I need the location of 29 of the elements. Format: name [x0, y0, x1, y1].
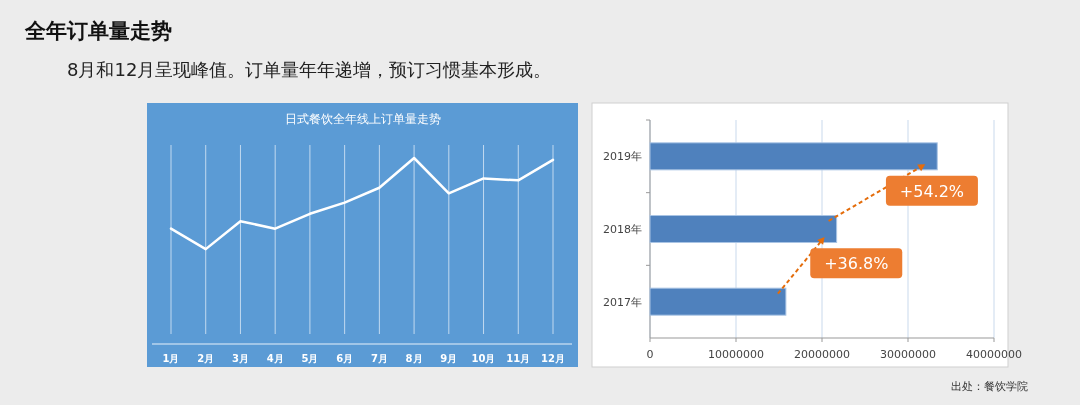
y-tick-label: 2019年: [603, 150, 642, 164]
text: 出处：餐饮学院: [951, 380, 1028, 393]
x-tick-label: 12月: [541, 353, 565, 364]
x-tick-label: 11月: [506, 353, 531, 364]
x-tick-label: 3月: [231, 353, 249, 364]
bar: [649, 215, 838, 243]
x-tick-label: 4月: [266, 353, 284, 364]
x-tick-label: 2月: [197, 353, 215, 364]
x-tick-label: 40000000: [966, 348, 1022, 361]
text: 全年订单量走势: [24, 19, 172, 43]
bar: [649, 142, 938, 171]
annotation: +54.2%: [899, 181, 965, 201]
x-tick-label: 30000000: [880, 348, 936, 361]
x-tick-label: 9月: [440, 353, 458, 364]
x-tick-label: 8月: [405, 353, 423, 364]
y-tick-label: 2017年: [603, 295, 642, 309]
x-tick-label: 7月: [370, 353, 388, 364]
bar: [649, 287, 787, 316]
x-tick-label: 5月: [301, 353, 319, 364]
x-tick-label: 20000000: [794, 348, 850, 361]
y-tick-label: 2018年: [603, 223, 642, 236]
annotation: +36.8%: [824, 254, 889, 274]
x-tick-label: 10000000: [708, 348, 764, 361]
text: 8月和12月呈现峰值。订单量年年递增，预订习惯基本形成。: [67, 59, 552, 80]
x-tick-label: 6月: [336, 353, 354, 364]
x-tick-label: 1月: [162, 353, 180, 364]
x-tick-label: 0: [646, 348, 654, 361]
x-tick-label: 10月: [471, 353, 496, 364]
chart-title: 日式餐饮全年线上订单量走势: [284, 112, 441, 126]
